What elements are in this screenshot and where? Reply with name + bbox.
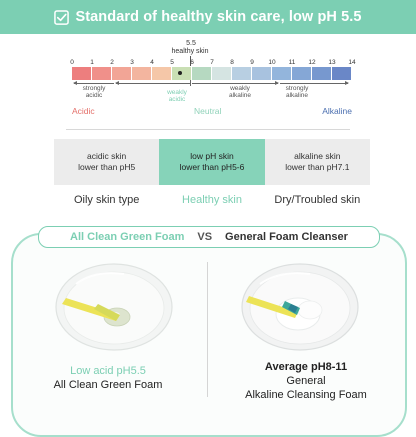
weakly-acidic-arrow [115, 81, 190, 85]
green-foam-caption: Low acid pH5.5 All Clean Green Foam [28, 364, 188, 392]
header-banner: Standard of healthy skin care, low pH 5.… [0, 0, 416, 34]
strongly-acidic-arrow [73, 81, 114, 85]
green-foam-name: All Clean Green Foam [53, 379, 163, 391]
skin-type-labels: Oily skin type Healthy skin Dry/Troubled… [54, 194, 370, 206]
ph-number-7: 7 [210, 59, 214, 66]
general-foam-title: General Foam Cleanser [225, 231, 348, 243]
ph-number-14: 14 [348, 59, 356, 66]
ph-segment-7 [212, 67, 231, 80]
ph-segment-6 [192, 67, 211, 80]
ph-color-bar [72, 67, 352, 80]
strongly-alkaline-arrow [280, 81, 349, 85]
ph-number-5: 5 [170, 59, 174, 66]
ph-number-12: 12 [308, 59, 316, 66]
weakly-acidic-label: weakly acidic [167, 89, 187, 103]
weakly-alkaline-label: weakly alkaline [228, 85, 252, 99]
general-foam-caption: Average pH8-11 General Alkaline Cleansin… [226, 360, 386, 402]
section-divider [66, 129, 350, 130]
ph-number-4: 4 [150, 59, 154, 66]
alkaline-skin-box: alkaline skin lower than pH7.1 [264, 139, 370, 185]
ph-segment-12 [312, 67, 331, 80]
ph-number-8: 8 [230, 59, 234, 66]
healthy-ph-value: 5.5 [186, 40, 196, 47]
banner-title: Standard of healthy skin care, low pH 5.… [75, 9, 362, 25]
low-acid-label: Low acid pH5.5 [70, 365, 146, 377]
ph-number-10: 10 [268, 59, 276, 66]
strongly-alkaline-label: strongly alkaline [285, 85, 309, 99]
oily-skin-label: Oily skin type [73, 194, 140, 206]
neutral-tick [190, 80, 191, 86]
skin-type-boxes: acidic skin lower than pH5 low pH skin l… [54, 139, 370, 185]
ph-scale: 5.5 healthy skin 0 1 2 3 4 5 6 7 8 9 10 11 12 13 14 st… [70, 40, 355, 125]
ph-number-2: 2 [110, 59, 114, 66]
green-foam-dish-image [55, 263, 173, 351]
ph-number-13: 13 [328, 59, 336, 66]
green-foam-title: All Clean Green Foam [70, 231, 185, 243]
ph-segment-0 [72, 67, 91, 80]
comparison-title-pill: All Clean Green Foam VS General Foam Cle… [38, 226, 380, 248]
ph-segment-9 [252, 67, 271, 80]
ph-segment-1 [92, 67, 111, 80]
ph-numbers: 0 1 2 3 4 5 6 7 8 9 10 11 12 13 14 [70, 59, 355, 68]
general-label: General [286, 375, 326, 387]
ph-number-9: 9 [250, 59, 254, 66]
average-ph-label: Average pH8-11 [264, 361, 348, 373]
ph-number-3: 3 [130, 59, 134, 66]
checkbox-check-icon [54, 9, 70, 25]
low-ph-skin-box: low pH skin lower than pH5-6 [159, 139, 265, 185]
healthy-skin-label: healthy skin [171, 48, 209, 55]
dry-skin-label: Dry/Troubled skin [274, 194, 361, 206]
vs-label: VS [197, 231, 213, 243]
ph-segment-4 [152, 67, 171, 80]
ph-segment-2 [112, 67, 131, 80]
ph-number-1: 1 [90, 59, 94, 66]
strongly-acidic-label: strongly acidic [82, 85, 106, 99]
comparison-divider [207, 262, 208, 397]
healthy-marker-line [190, 56, 191, 66]
ph-segment-3 [132, 67, 151, 80]
acidic-label: Acidic [72, 106, 95, 116]
weakly-alkaline-arrow [192, 81, 279, 85]
ph-number-0: 0 [70, 59, 74, 66]
ph-number-6: 6 [190, 59, 194, 66]
healthy-ph-dot [178, 71, 182, 75]
alkaline-foam-name: Alkaline Cleansing Foam [245, 389, 367, 401]
ph-segment-11 [292, 67, 311, 80]
alkaline-label: Alkaline [322, 106, 352, 116]
general-foam-dish-image [241, 263, 359, 351]
acidic-skin-box: acidic skin lower than pH5 [54, 139, 160, 185]
ph-segment-13 [332, 67, 351, 80]
ph-segment-10 [272, 67, 291, 80]
healthy-skin-type-label: Healthy skin [182, 194, 242, 206]
neutral-label: Neutral [194, 106, 222, 116]
ph-segment-8 [232, 67, 251, 80]
ph-number-11: 11 [288, 59, 296, 66]
